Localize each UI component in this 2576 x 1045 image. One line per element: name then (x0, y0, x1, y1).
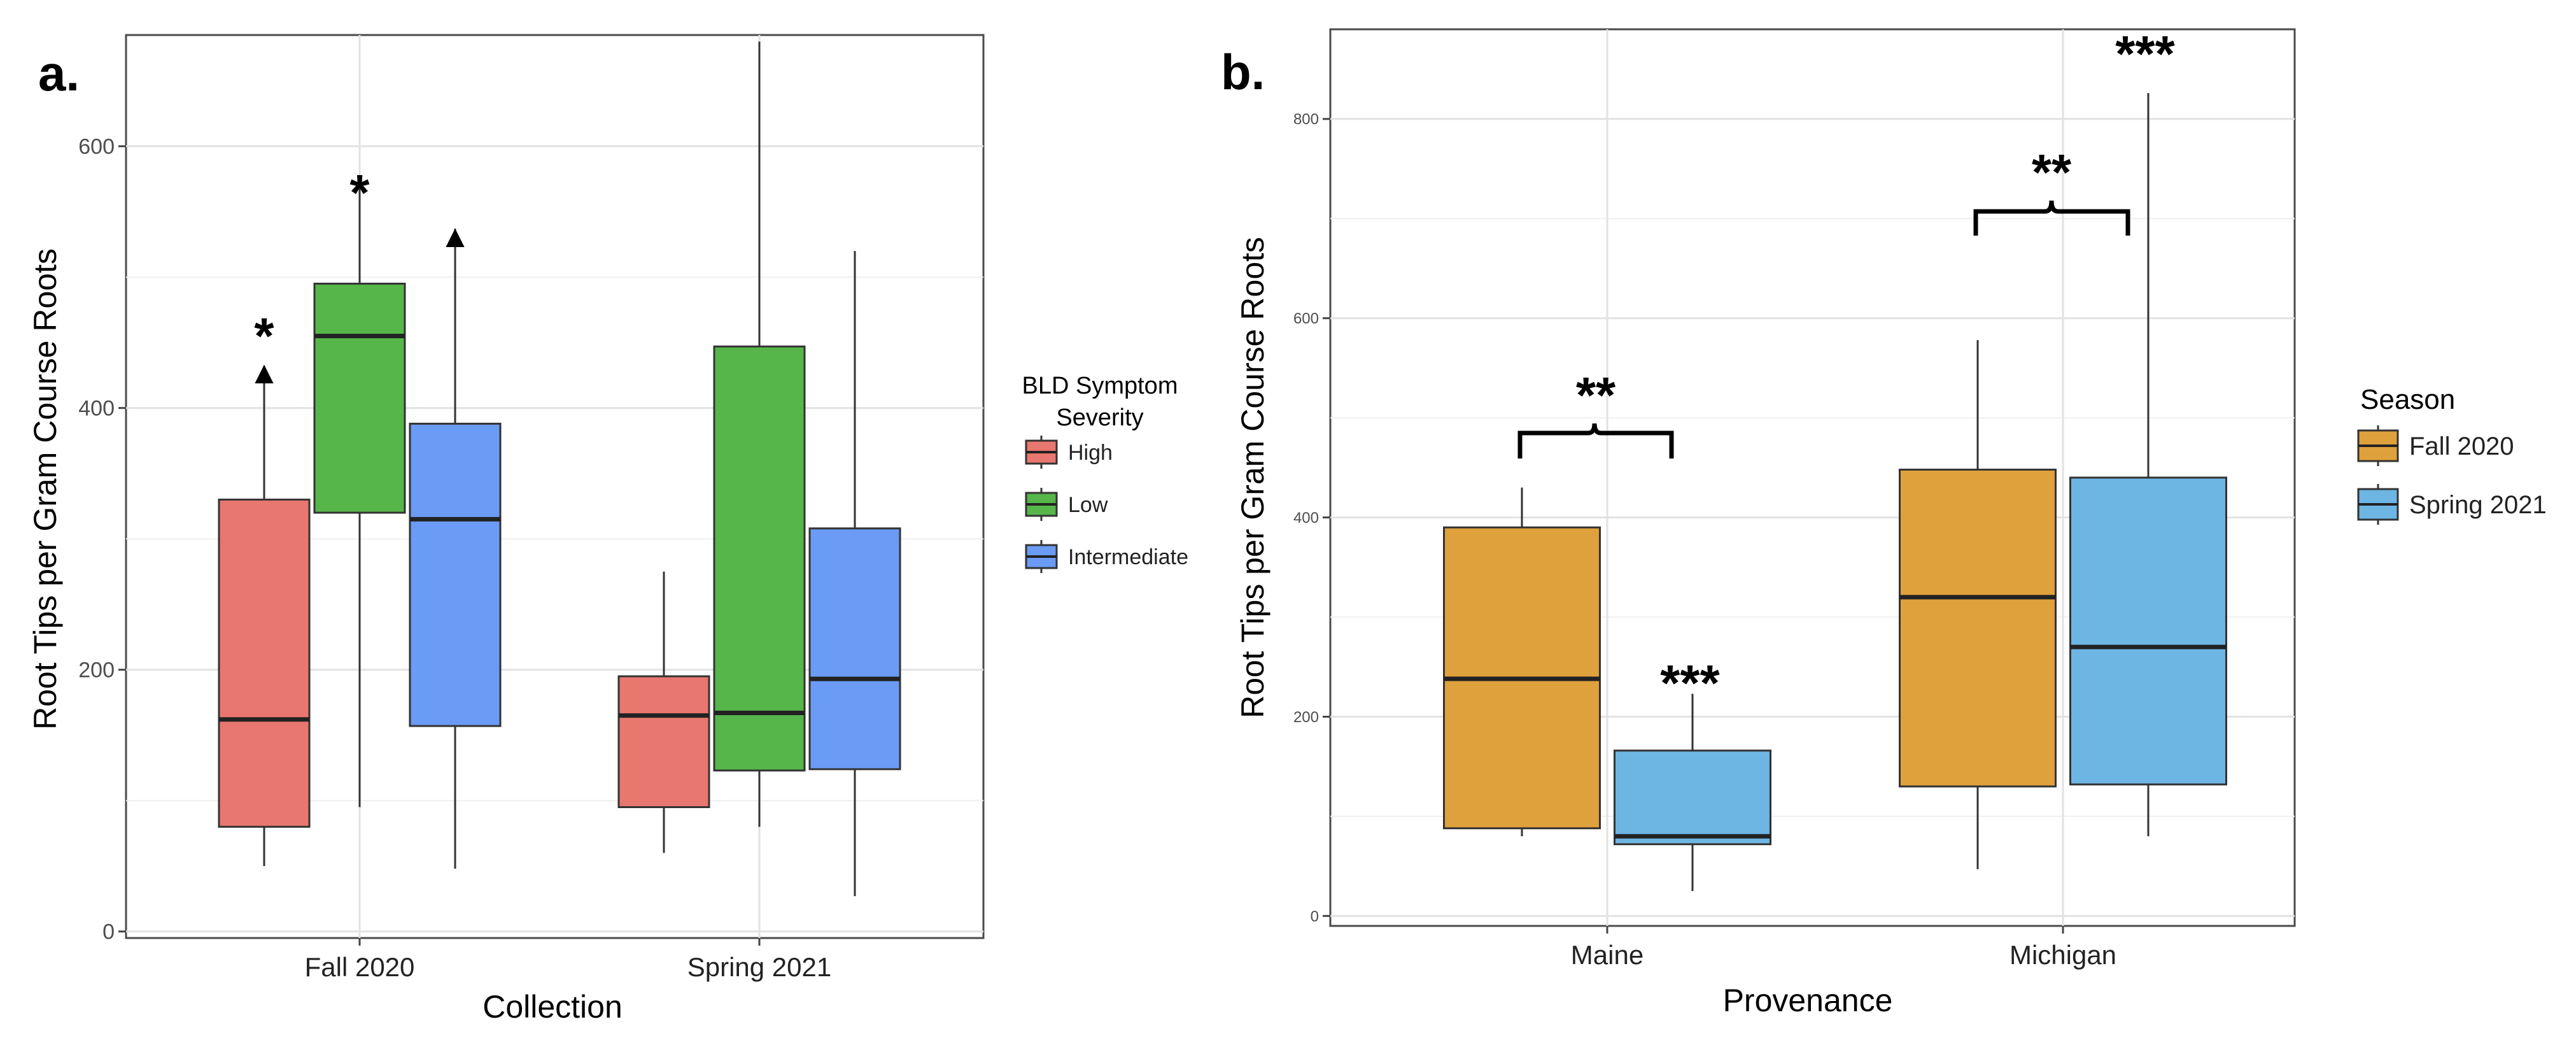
b-annotation-michigan-spring: *** (2115, 25, 2175, 82)
a-annotation-intermediate-fall-triangle: ▲ (439, 218, 471, 254)
box-iqr (1899, 468, 2057, 788)
box-iqr (713, 345, 806, 772)
a-annotation-high-fall-triangle: ▲ (248, 355, 280, 390)
box-low-spring-2021 (713, 41, 806, 827)
panel-a-legend-title-line1: BLD Symptom (1022, 373, 1178, 399)
box-iqr (1614, 750, 1771, 846)
y-tick-label: 400 (1293, 509, 1319, 527)
panel-a-legend-items: High Low Intermediate (1025, 436, 1188, 573)
box-intermediate-fall-2020 (409, 229, 502, 869)
a-annotation-high-fall-star: * (254, 308, 274, 364)
b-annotation-michigan-bracket: ** (2032, 144, 2072, 201)
box-iqr (218, 499, 311, 828)
x-tick-label: Spring 2021 (687, 952, 832, 982)
y-tick-label: 200 (78, 658, 115, 683)
panel-b-y-axis-title: Root Tips per Gram Course Roots (1235, 237, 1270, 718)
legend-label: Fall 2020 (2409, 432, 2514, 460)
box-iqr (2069, 476, 2227, 786)
y-tick-label: 600 (78, 135, 115, 159)
box-iqr (313, 282, 406, 514)
a-annotation-low-fall-star: * (349, 164, 370, 221)
panel-a: a. 0 200 400 600 Fall 2020 Spring 2021 * ▲ *… (27, 34, 1188, 1025)
y-tick-label: 0 (1311, 908, 1319, 925)
box-iqr (808, 527, 901, 771)
box-high-spring-2021 (617, 571, 710, 853)
box-high-fall-2020 (218, 366, 311, 866)
box-intermediate-spring-2021 (808, 251, 901, 897)
legend-label: Low (1068, 493, 1108, 517)
y-tick-label: 800 (1293, 111, 1319, 128)
legend-item-low: Low (1025, 488, 1108, 521)
b-annotation-maine-spring: *** (1660, 655, 1720, 711)
b-bracket-maine (1517, 423, 1674, 459)
panel-a-legend-title-line2: Severity (1056, 404, 1143, 431)
box-spring-2021-maine (1614, 693, 1771, 892)
panel-b-boxes (1443, 93, 2227, 892)
panel-b-y-ticks: 0 200 400 600 800 (1293, 111, 1330, 925)
box-spring-2021-michigan (2069, 93, 2227, 837)
legend-label: Spring 2021 (2409, 491, 2547, 519)
b-bracket-michigan (1973, 200, 2130, 236)
box-iqr (617, 675, 710, 808)
panel-a-x-ticks: Fall 2020 Spring 2021 (305, 938, 832, 982)
panel-a-y-ticks: 0 200 400 600 (78, 135, 126, 944)
x-tick-label: Fall 2020 (305, 952, 415, 982)
y-tick-label: 400 (78, 397, 115, 421)
y-tick-label: 0 (102, 920, 115, 944)
box-low-fall-2020 (313, 174, 406, 807)
y-tick-label: 600 (1293, 310, 1319, 327)
panel-b-x-axis-title: Provenance (1723, 983, 1893, 1018)
panel-b-legend: Season Fall 2020 Spring 2021 (2357, 384, 2547, 525)
legend-label: Intermediate (1068, 545, 1188, 569)
box-fall-2020-maine (1443, 487, 1601, 837)
y-tick-label: 200 (1293, 709, 1319, 726)
x-tick-label: Michigan (2009, 940, 2116, 970)
panel-a-y-axis-title: Root Tips per Gram Course Roots (27, 248, 63, 730)
legend-label: High (1068, 441, 1113, 465)
panel-a-label: a. (38, 45, 80, 101)
box-iqr (409, 422, 502, 727)
box-fall-2020-michigan (1899, 340, 2057, 869)
legend-item-high: High (1025, 436, 1113, 469)
panel-b-label: b. (1221, 44, 1265, 100)
x-tick-label: Maine (1571, 940, 1643, 970)
panel-a-legend: BLD Symptom Severity High Low Intermediate (1022, 373, 1188, 573)
panel-a-x-axis-title: Collection (482, 989, 623, 1025)
panel-b-legend-title: Season (2360, 384, 2455, 415)
legend-item-spring-2021: Spring 2021 (2357, 484, 2547, 525)
legend-item-intermediate: Intermediate (1025, 540, 1188, 573)
panel-b: b. 0 200 400 600 800 Maine Michigan ** *** **… (1221, 25, 2547, 1018)
legend-item-fall-2020: Fall 2020 (2357, 425, 2514, 466)
panel-b-legend-items: Fall 2020 Spring 2021 (2357, 425, 2547, 525)
b-annotation-maine-bracket: ** (1576, 367, 1616, 423)
panel-a-boxes (218, 41, 901, 897)
panel-b-x-ticks: Maine Michigan (1571, 926, 2116, 970)
